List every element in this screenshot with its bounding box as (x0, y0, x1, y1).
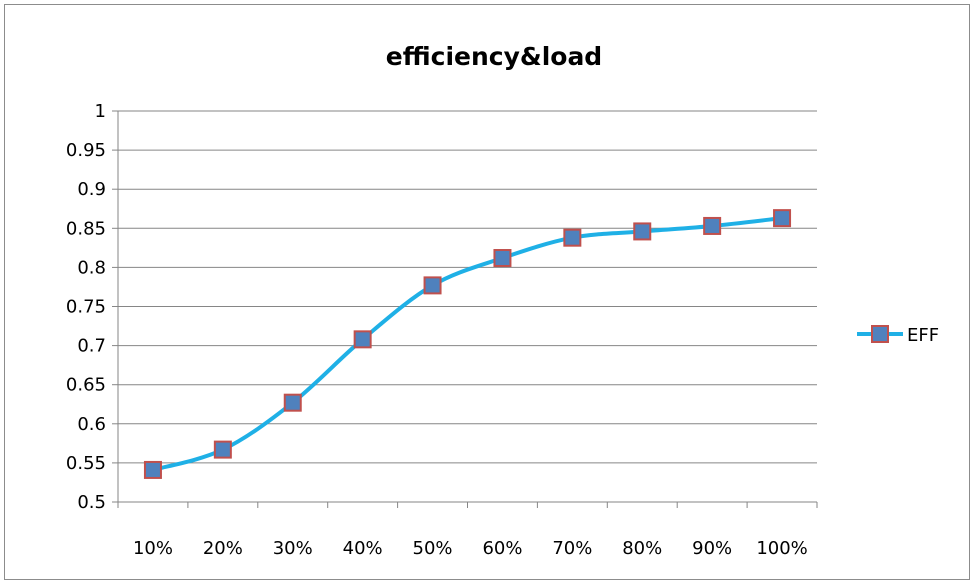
x-tick-label: 100% (756, 538, 807, 559)
x-tick-label: 20% (203, 538, 243, 559)
x-tick-label: 60% (482, 538, 522, 559)
x-tick-label: 10% (133, 538, 173, 559)
data-point-marker (633, 222, 652, 241)
y-tick-label: 0.85 (66, 218, 106, 239)
y-tick-label: 0.55 (66, 453, 106, 474)
y-tick-label: 1 (95, 101, 106, 122)
data-point-marker (493, 249, 512, 268)
y-tick-label: 0.5 (77, 492, 106, 513)
y-tick-label: 0.65 (66, 375, 106, 396)
series-eff (143, 209, 792, 479)
series-line-eff (152, 216, 783, 472)
y-tick-label: 0.75 (66, 297, 106, 318)
x-tick-label: 50% (413, 538, 453, 559)
legend-label-eff: EFF (907, 325, 939, 346)
y-tick-label: 0.8 (77, 257, 106, 278)
y-tick-label: 0.9 (77, 179, 106, 200)
x-tick-label: 80% (622, 538, 662, 559)
gridlines (118, 110, 817, 464)
data-point-marker (423, 276, 442, 295)
legend: EFF (857, 325, 939, 346)
chart-title: efficiency&load (386, 42, 602, 71)
axes (112, 110, 818, 508)
data-point-marker (353, 330, 372, 349)
y-tick-label: 0.7 (77, 336, 106, 357)
y-tick-label: 0.95 (66, 140, 106, 161)
x-axis-tick-labels: 10% 20% 30% 40% 50% 60% 70% 80% 90% 100% (133, 538, 808, 559)
chart-frame (4, 4, 970, 580)
data-point-marker (703, 216, 722, 235)
y-axis-tick-labels: 0.5 0.55 0.6 0.65 0.7 0.75 0.8 0.85 0.9 0.95 1 (66, 101, 106, 513)
data-point-marker (283, 393, 302, 412)
x-tick-label: 40% (343, 538, 383, 559)
y-tick-label: 0.6 (77, 414, 106, 435)
x-tick-label: 90% (692, 538, 732, 559)
x-tick-label: 30% (273, 538, 313, 559)
x-tick-label: 70% (552, 538, 592, 559)
data-point-marker (773, 209, 792, 228)
legend-marker-swatch (871, 325, 889, 343)
data-point-marker (143, 460, 162, 479)
data-point-marker (563, 228, 582, 247)
data-point-marker (213, 440, 232, 459)
